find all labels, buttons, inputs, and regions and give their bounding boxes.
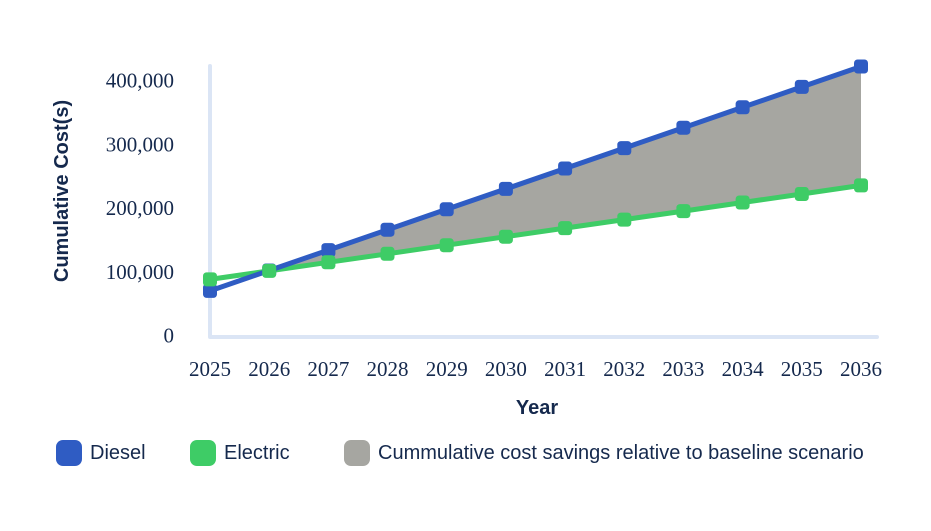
diesel-marker-2032 [617,141,632,156]
electric-marker-2032 [617,212,632,227]
diesel-marker-2035 [794,79,809,94]
x-axis-title: Year [516,397,558,419]
chart-legend: Diesel Electric Cummulative cost savings r… [0,440,931,466]
diesel-marker-2028 [380,222,395,237]
electric-marker-2026 [262,263,277,278]
plot-area: 0 100,000 200,000 300,000 400,000 2025 2026 202… [106,59,882,381]
x-tick-label: 2026 [248,357,290,381]
x-tick-label: 2028 [367,357,409,381]
electric-marker-2030 [498,229,513,244]
y-tick-label: 0 [164,324,175,348]
electric-marker-2028 [380,246,395,261]
legend-item-cummulative: Cummulative cost savings relative to bas… [344,440,864,466]
electric-line [207,182,864,282]
electric-marker-2029 [439,238,454,253]
diesel-marker-2029 [439,202,454,217]
legend-swatch [344,440,370,466]
electric-marker-2034 [735,195,750,210]
electric-marker-2033 [676,204,691,219]
x-tick-label: 2034 [722,357,765,381]
electric-marker-2036 [854,178,868,193]
electric-marker-2031 [558,221,573,236]
x-tick-label: 2030 [485,357,527,381]
diesel-marker-2025 [203,283,217,298]
diesel-marker-2034 [735,100,750,115]
legend-label: Electric [224,441,290,464]
legend-item-electric: Electric [190,440,290,466]
legend-label: Cummulative cost savings relative to bas… [378,441,864,464]
diesel-marker-2033 [676,120,691,135]
y-tick-label: 100,000 [106,260,174,284]
y-axis-title: Cumulative Cost(s) [51,100,73,282]
electric-marker-2027 [321,255,336,270]
x-tick-label: 2032 [603,357,645,381]
x-tick-label: 2033 [662,357,704,381]
y-tick-label: 200,000 [106,196,174,220]
legend-label: Diesel [90,441,146,464]
y-tick-label: 300,000 [106,132,174,156]
legend-swatch [56,440,82,466]
x-tick-label: 2035 [781,357,823,381]
diesel-marker-2031 [558,161,573,176]
diesel-marker-2030 [498,181,513,196]
legend-item-diesel: Diesel [56,440,146,466]
y-tick-label: 400,000 [106,69,174,93]
x-tick-label: 2027 [307,357,349,381]
electric-marker-2035 [794,187,809,201]
diesel-marker-2027 [321,243,336,258]
x-tick-label: 2029 [426,357,468,381]
x-tick-label: 2025 [189,357,231,381]
diesel-line [207,64,864,294]
diesel-marker-2036 [854,59,868,74]
axis-lines [208,64,879,339]
legend-swatch [190,440,216,466]
x-tick-label: 2031 [544,357,586,381]
electric-marker-2025 [203,272,217,287]
x-tick-label: 2036 [840,357,882,381]
